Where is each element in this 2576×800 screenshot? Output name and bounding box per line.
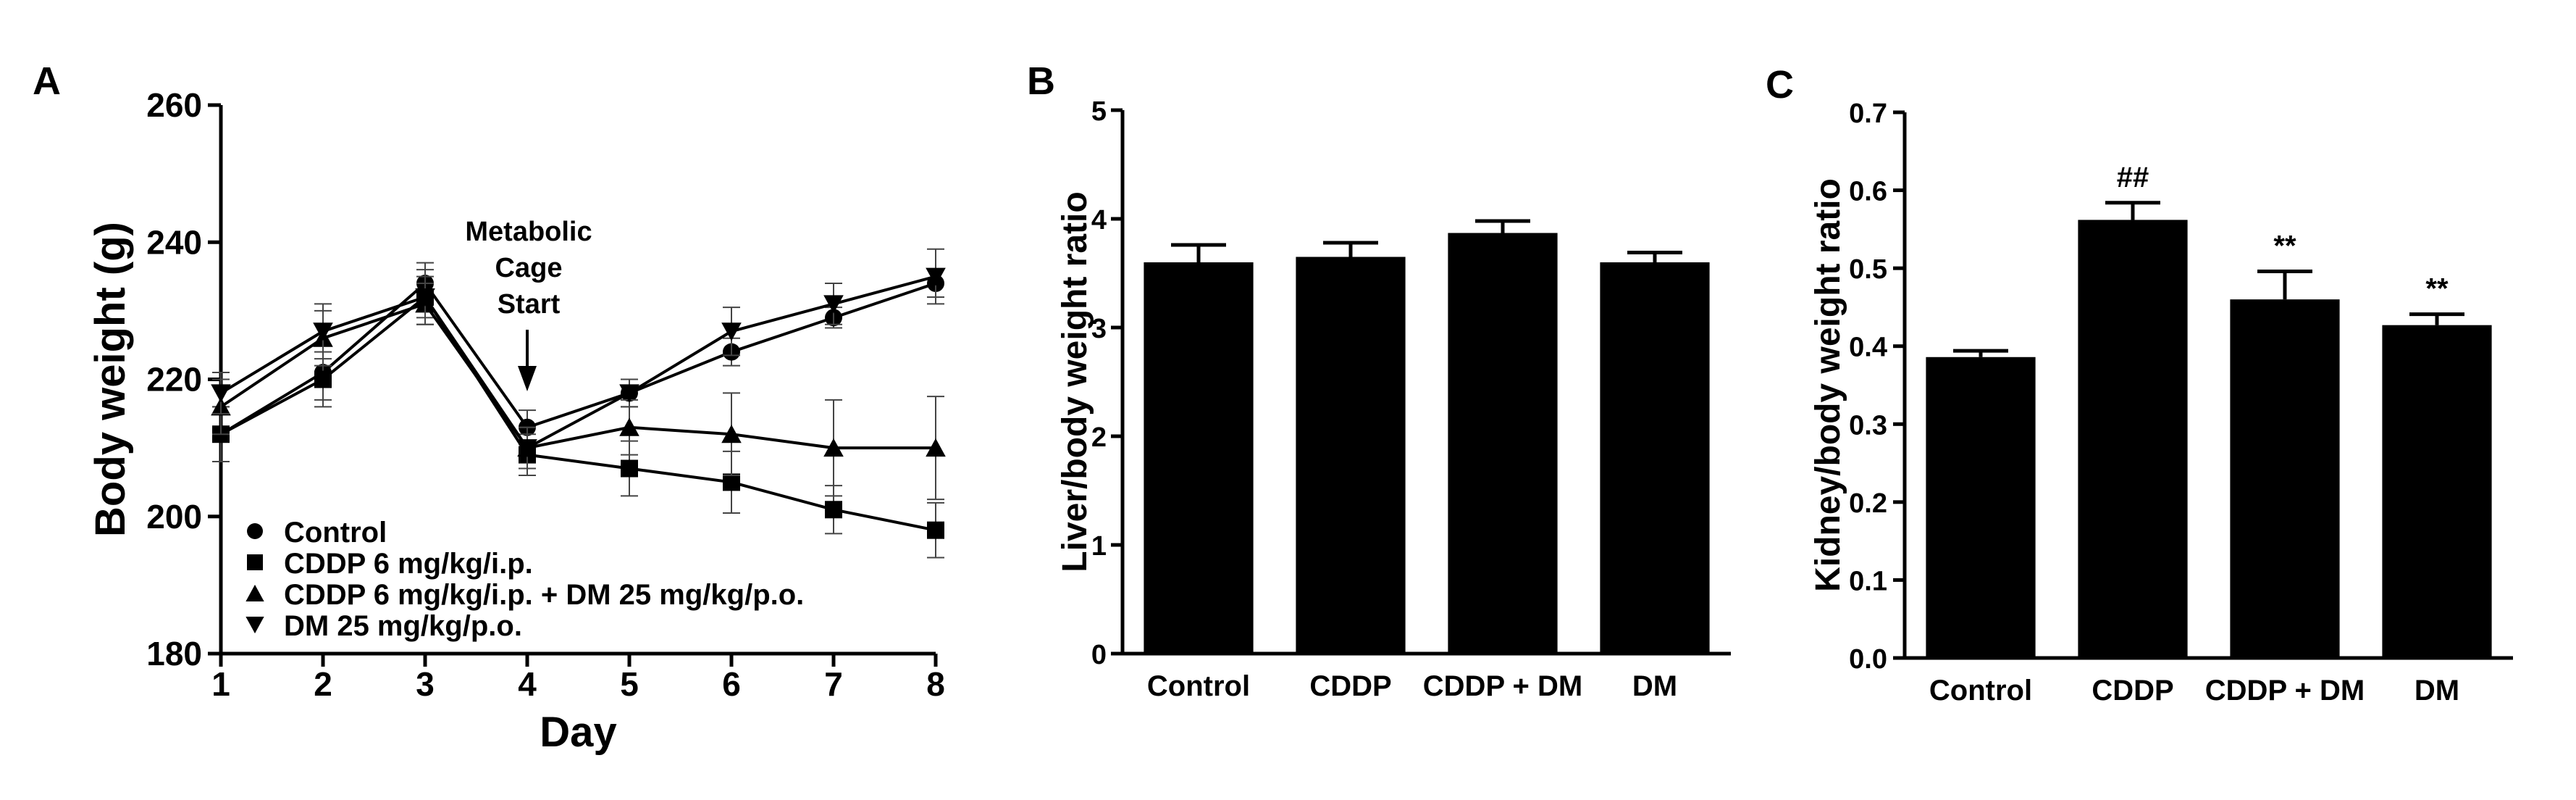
p2-y-tick-label: 0.1 [1849, 566, 1887, 596]
p1-bar [1296, 257, 1405, 654]
p2-y-tick-label: 0.0 [1849, 644, 1887, 675]
a-x-tick-label: 4 [518, 665, 537, 703]
a-x-axis-title: Day [540, 709, 616, 756]
p2-significance-label: ** [2273, 230, 2296, 262]
a-data-point [927, 522, 944, 539]
a-y-tick-label: 200 [146, 498, 202, 536]
p1-category-label: Control [1147, 670, 1250, 702]
a-legend-marker [246, 617, 264, 633]
a-legend-marker [246, 585, 264, 601]
p2-y-tick-label: 0.7 [1849, 99, 1887, 129]
a-y-tick-label: 260 [146, 86, 202, 124]
p2-category-label: CDDP + DM [2205, 675, 2365, 707]
p2-bar [2382, 325, 2491, 658]
p2-y-tick-label: 0.2 [1849, 488, 1887, 519]
p1-category-label: CDDP [1309, 670, 1391, 702]
p2-y-tick-label: 0.5 [1849, 254, 1887, 285]
p1-category-label: DM [1632, 670, 1677, 702]
p2-y-tick-label: 0.3 [1849, 410, 1887, 441]
a-legend-marker [247, 554, 263, 570]
a-data-point [723, 473, 740, 491]
p1-y-tick-label: 5 [1091, 96, 1107, 127]
a-data-point [621, 460, 638, 478]
a-x-tick-label: 7 [824, 665, 843, 703]
p1-y-axis-title: Liver/body weight ratio [1056, 191, 1094, 572]
panel-label-b: B [1027, 59, 1055, 103]
figure: A 180 200 220 240 260 1 2 3 4 5 6 7 8 Day Body weight (… [0, 0, 2576, 800]
a-data-point [313, 322, 333, 341]
a-x-tick-label: 5 [620, 665, 639, 703]
p2-significance-label: ## [2117, 162, 2149, 193]
a-annotation-text: Metabolic [465, 217, 592, 247]
panel-label-c: C [1766, 63, 1794, 107]
p2-category-label: CDDP [2092, 675, 2173, 707]
a-x-tick-label: 6 [722, 665, 741, 703]
a-legend-label: CDDP 6 mg/kg/i.p. + DM 25 mg/kg/p.o. [284, 579, 804, 611]
a-data-point [825, 501, 842, 518]
p2-category-label: Control [1929, 675, 2032, 707]
a-y-tick-label: 240 [146, 223, 202, 261]
a-legend-label: DM 25 mg/kg/p.o. [284, 610, 522, 642]
a-y-tick-label: 180 [146, 635, 202, 672]
p2-y-axis-title: Kidney/body weight ratio [1809, 178, 1847, 592]
a-y-axis-title: Body weight (g) [87, 222, 134, 537]
p1-bar [1600, 262, 1709, 654]
a-x-tick-label: 8 [926, 665, 945, 703]
p1-bar [1144, 262, 1253, 654]
a-data-point [211, 384, 231, 402]
a-legend-label: Control [284, 517, 387, 549]
p2-bar [2230, 299, 2339, 658]
p1-category-label: CDDP + DM [1423, 670, 1582, 702]
p2-y-tick-label: 0.6 [1849, 177, 1887, 207]
a-legend-label: CDDP 6 mg/kg/i.p. [284, 548, 533, 580]
p2-bar [2078, 220, 2187, 658]
a-data-point [314, 371, 332, 388]
a-annotation-text: Cage [495, 253, 563, 283]
a-annotation-arrowhead [518, 366, 537, 391]
p2-y-tick-label: 0.4 [1849, 333, 1887, 363]
a-legend-marker [247, 523, 263, 539]
p1-y-tick-label: 0 [1091, 640, 1107, 670]
a-x-tick-label: 1 [211, 665, 230, 703]
a-x-tick-label: 3 [416, 665, 435, 703]
a-y-tick-label: 220 [146, 361, 202, 399]
p2-bar [1926, 357, 2035, 658]
p1-bar [1448, 233, 1557, 654]
p2-category-label: DM [2415, 675, 2459, 707]
panel-label-a: A [33, 59, 61, 103]
a-x-tick-label: 2 [314, 665, 332, 703]
a-annotation-text: Start [498, 289, 561, 320]
p2-significance-label: ** [2425, 273, 2449, 305]
